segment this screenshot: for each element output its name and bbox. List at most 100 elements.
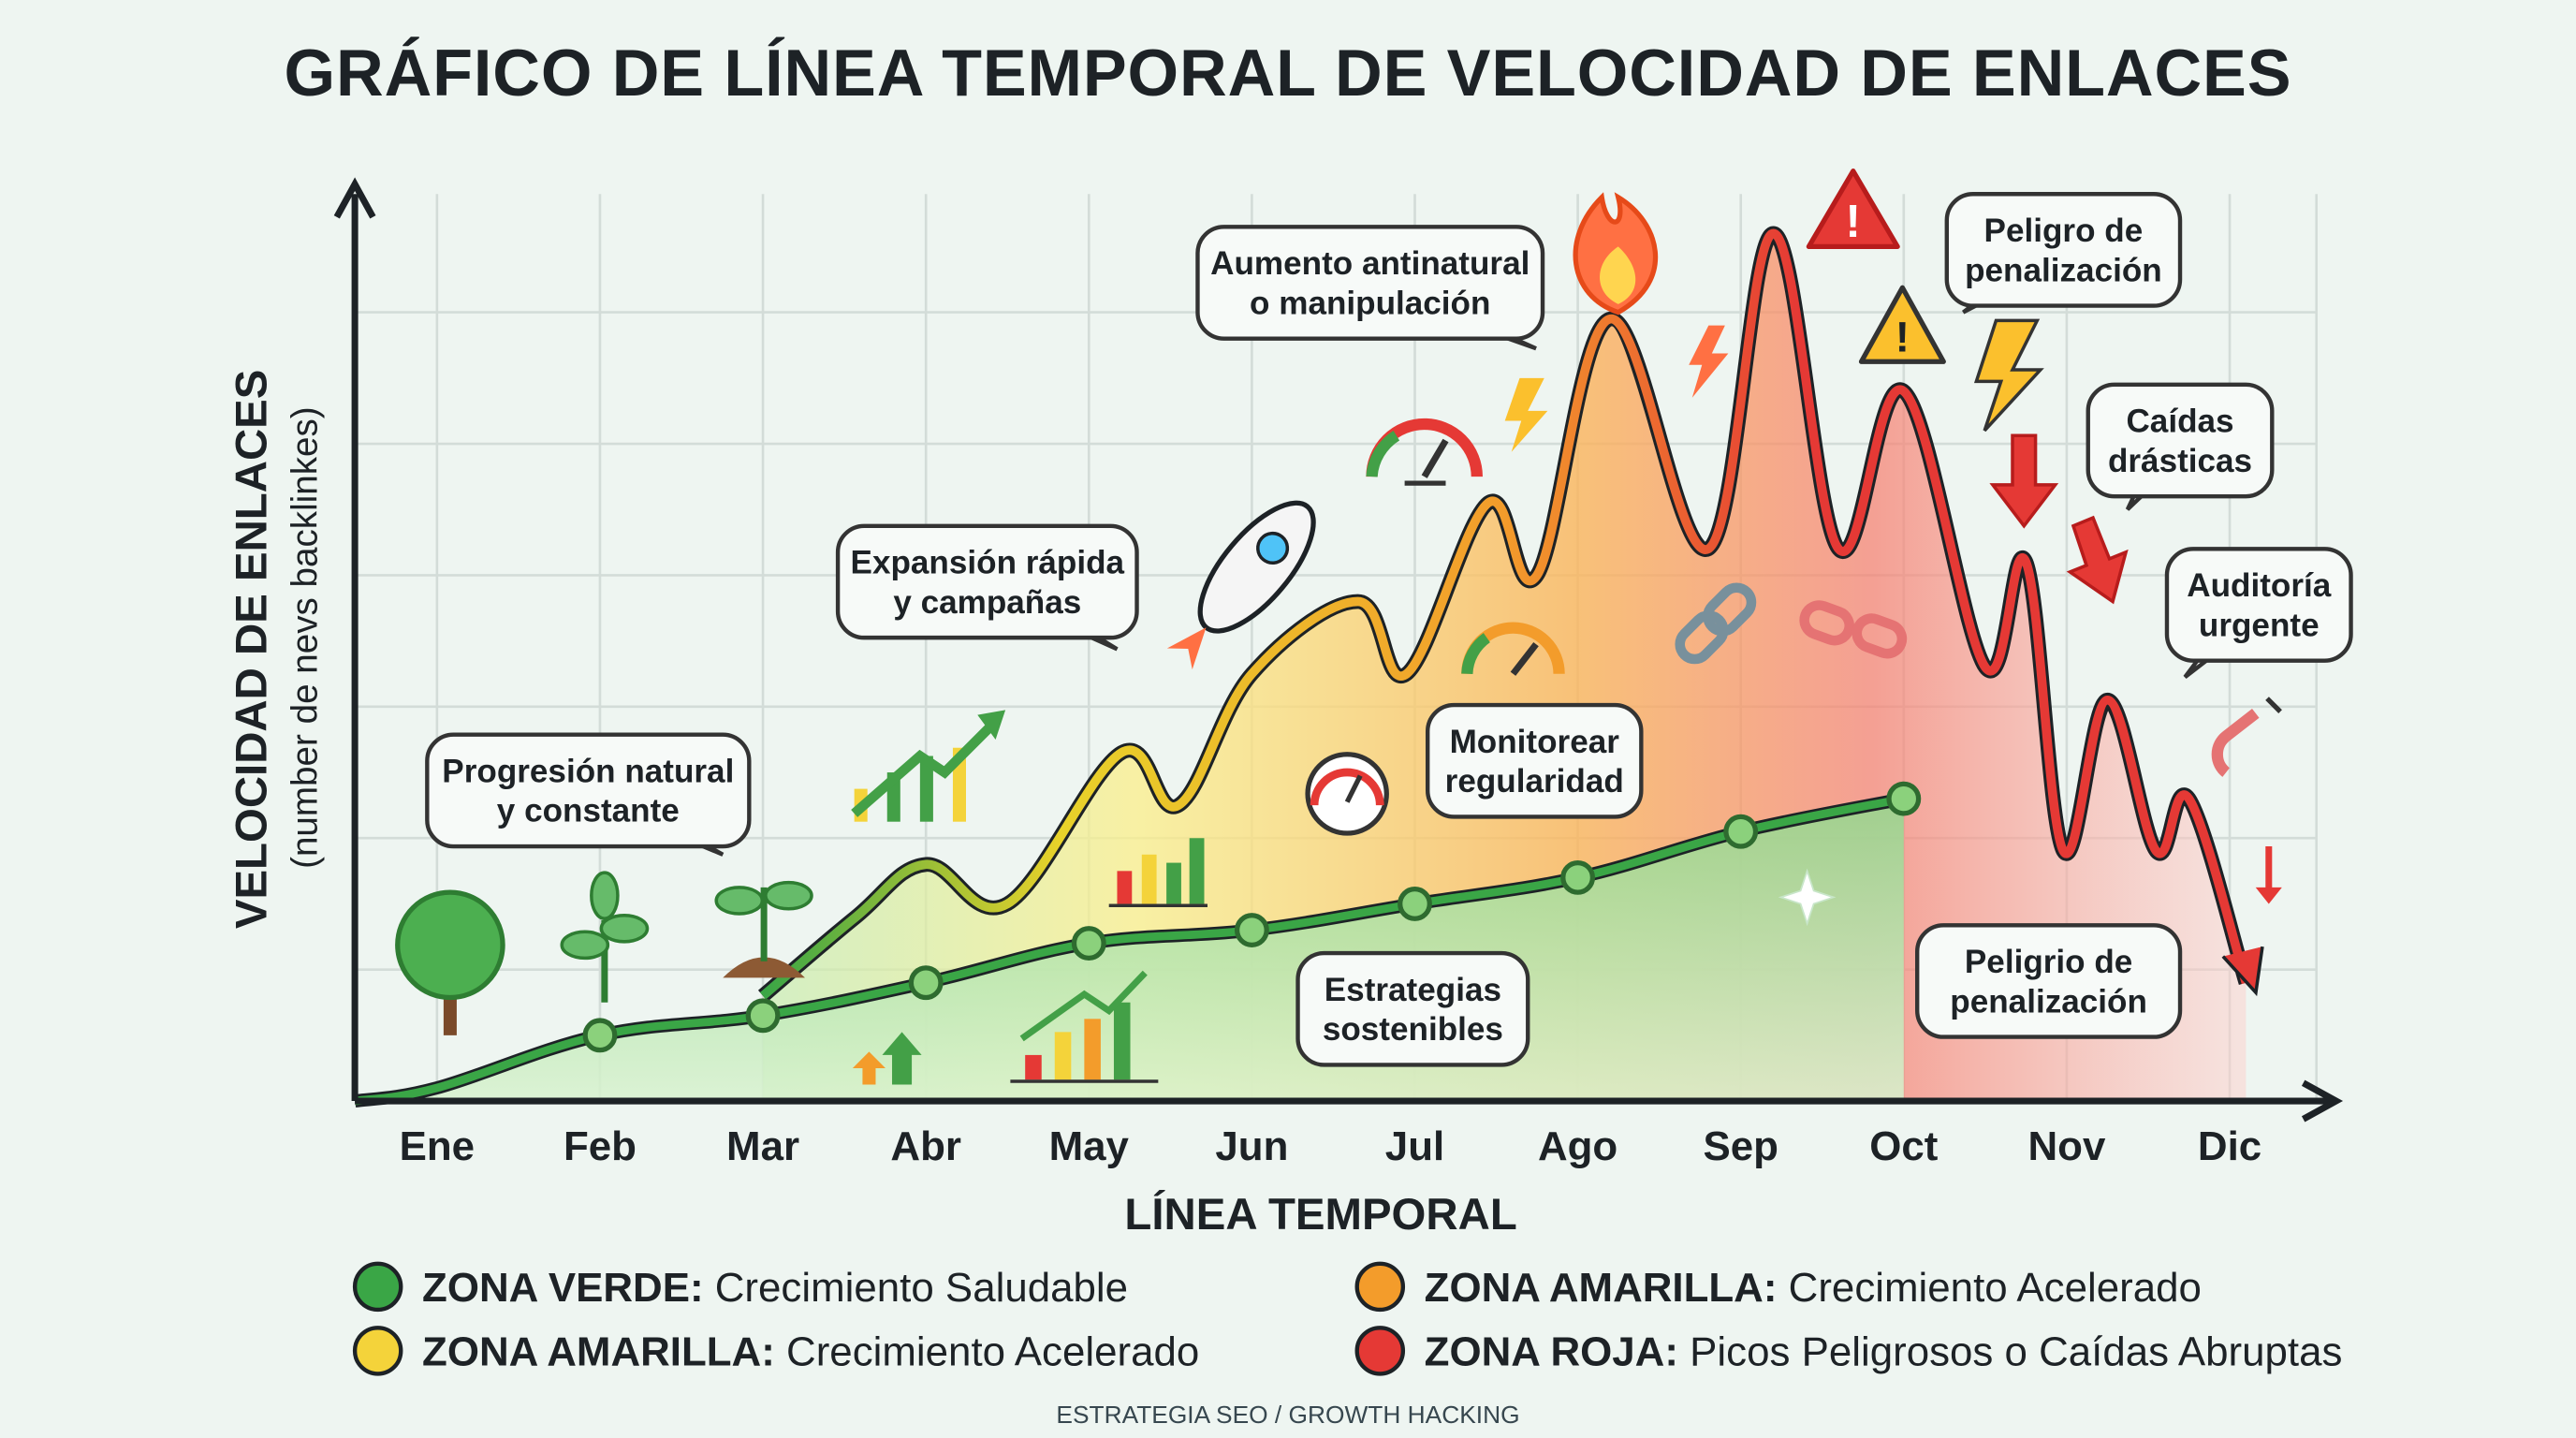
x-tick-labels: Ene Feb Mar Abr May Jun Jul Ago Sep Oct Nov Dic [400, 1123, 2262, 1169]
up-arrows-icon [852, 1032, 922, 1085]
sprout-icon [560, 871, 650, 1003]
callout-text: Peligro de [1984, 213, 2144, 249]
arrow-head [2221, 946, 2264, 997]
callout-text: Peligrio de [1965, 944, 2132, 980]
callout-text: regularidad [1445, 763, 1624, 800]
legend-label: ZONA AMARILLA: Crecimiento Acelerado [1425, 1265, 2202, 1311]
callout-text: penalización [1950, 983, 2147, 1020]
seedling-icon [714, 880, 813, 978]
gauge-icon [1461, 622, 1565, 676]
x-tick-label: Oct [1869, 1123, 1939, 1169]
down-arrow-icon [2066, 515, 2129, 605]
warning-icon: ! [1806, 169, 1900, 250]
volatile-line [759, 228, 2251, 1000]
x-tick-label: Jun [1215, 1123, 1288, 1169]
gauge-icon [1366, 418, 1483, 486]
lightning-icon [1504, 377, 1548, 452]
footer: ESTRATEGIA SEO / GROWTH HACKING [1056, 1401, 1519, 1429]
x-tick-label: Feb [564, 1123, 637, 1169]
svg-text:!: ! [1895, 314, 1910, 361]
data-point [1886, 781, 1922, 816]
legend-item: ZONA AMARILLA: Crecimiento Acelerado [1354, 1261, 2202, 1313]
lightning-icon [1689, 325, 1729, 398]
broken-link-icon [2211, 697, 2282, 777]
x-tick-label: Dic [2198, 1123, 2261, 1169]
callout-text: sostenibles [1323, 1011, 1503, 1048]
x-tick-label: May [1049, 1123, 1130, 1169]
fire-icon [1573, 192, 1659, 315]
legend-item: ZONA VERDE: Crecimiento Saludable [352, 1261, 1128, 1313]
data-point [1560, 859, 1596, 895]
decorative-icons: ! ! [395, 169, 2282, 1085]
x-tick-label: Mar [726, 1123, 799, 1169]
down-arrow-icon [2255, 846, 2282, 904]
chain-link-icon [1675, 582, 1757, 665]
gauge-icon [1305, 752, 1389, 836]
y-axis-subtitle: (number de nevs backlinkes) [285, 406, 326, 869]
callout-text: urgente [2199, 607, 2320, 643]
x-tick-label: Ene [400, 1123, 475, 1169]
callout-text: y constante [497, 793, 680, 829]
chart-title: GRÁFICO DE LÍNEA TEMPORAL DE VELOCIDAD D… [285, 36, 2292, 110]
legend-swatch [352, 1261, 403, 1313]
legend-item: ZONA AMARILLA: Crecimiento Acelerado [352, 1326, 1199, 1376]
legend-swatch [352, 1326, 403, 1376]
lightning-icon [1973, 318, 2044, 433]
callout-text: Expansión rápida [851, 545, 1125, 581]
callout-text: drásticas [2108, 443, 2252, 479]
legend-label: ZONA ROJA: Picos Peligrosos o Caídas Abr… [1425, 1329, 2343, 1375]
x-tick-label: Ago [1538, 1123, 1617, 1169]
down-arrow-icon [1989, 433, 2059, 529]
data-point [908, 965, 944, 1001]
tree-icon [395, 889, 505, 1035]
svg-text:!: ! [1846, 197, 1861, 247]
x-tick-label: Jul [1385, 1123, 1444, 1169]
sparkle-icon [1778, 868, 1837, 927]
rocket-icon [1166, 500, 1316, 670]
legend-swatch [1354, 1261, 1406, 1313]
legend-swatch [1354, 1326, 1406, 1376]
callout-text: Progresión natural [442, 754, 734, 790]
bar-chart-icon [851, 710, 1006, 822]
callout-text: Monitorear [1450, 724, 1620, 760]
callout-text: Estrategias [1325, 972, 1501, 1008]
x-tick-label: Abr [890, 1123, 961, 1169]
legend-label: ZONA AMARILLA: Crecimiento Acelerado [422, 1329, 1199, 1375]
lines [353, 226, 2264, 1108]
callout-text: y campañas [893, 584, 1081, 621]
legend-label: ZONA VERDE: Crecimiento Saludable [422, 1265, 1128, 1311]
data-point [1071, 926, 1106, 961]
broken-chain-icon [1799, 600, 1908, 659]
callout-text: Caídas [2126, 404, 2233, 440]
legend: ZONA VERDE: Crecimiento Saludable ZONA AM… [352, 1261, 2343, 1376]
data-point [1234, 913, 1269, 947]
callout-text: penalización [1965, 252, 2162, 288]
data-point [1398, 887, 1432, 921]
x-tick-label: Sep [1703, 1123, 1778, 1169]
callout-text: Auditoría [2187, 567, 2331, 604]
data-point [1723, 814, 1759, 849]
bar-chart-icon [1108, 838, 1208, 907]
x-axis-title: LÍNEA TEMPORAL [1124, 1189, 1516, 1240]
legend-item: ZONA ROJA: Picos Peligrosos o Caídas Abr… [1354, 1326, 2343, 1376]
axes [333, 177, 2344, 1123]
callout-text: Aumento antinatural [1210, 245, 1530, 282]
data-point [582, 1018, 618, 1053]
bar-chart-icon [1010, 970, 1159, 1083]
warning-icon: ! [1858, 285, 1946, 364]
x-tick-label: Nov [2027, 1123, 2105, 1169]
y-axis-title: VELOCIDAD DE ENLACES [227, 370, 276, 930]
callout-text: o manipulación [1250, 285, 1490, 321]
data-point [745, 998, 781, 1034]
